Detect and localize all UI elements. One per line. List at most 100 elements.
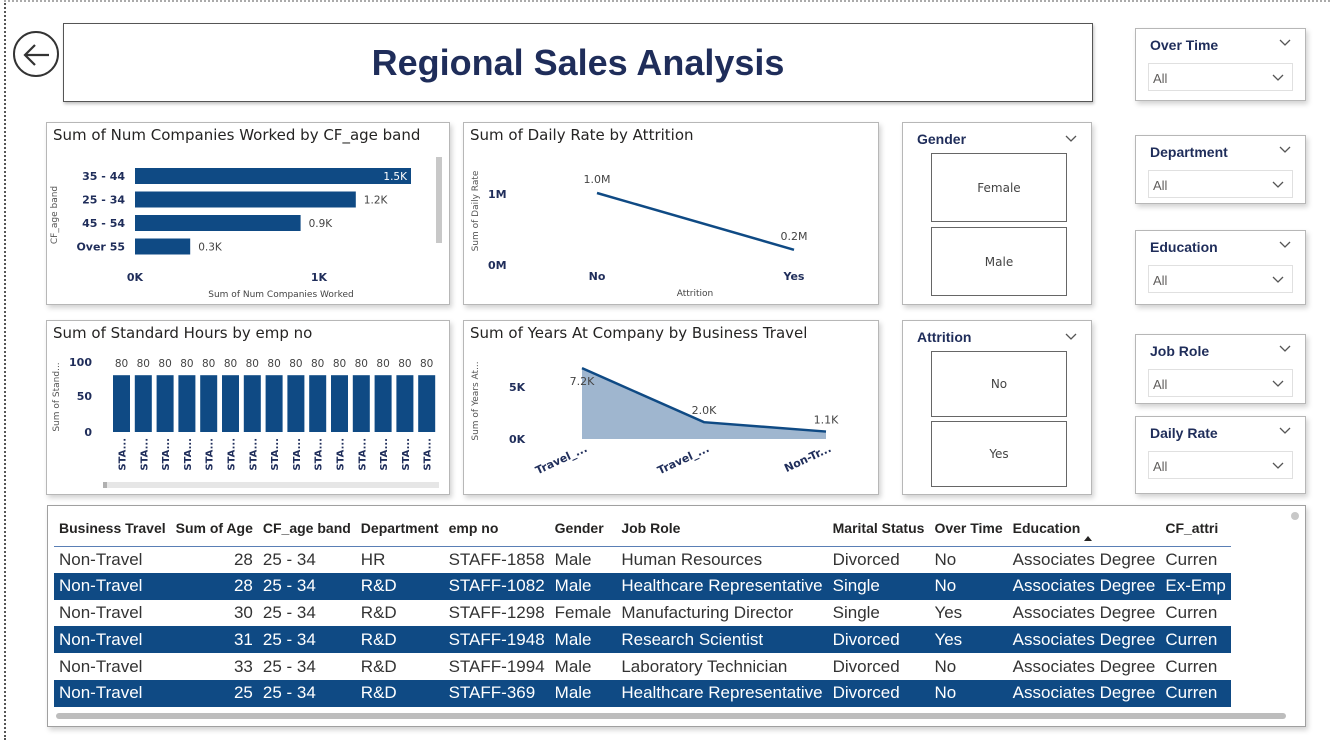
table-cell: Human Resources <box>621 549 763 569</box>
column-header[interactable]: Marital Status <box>827 510 930 547</box>
chevron-down-icon[interactable] <box>1279 427 1291 435</box>
y-axis-label: CF_age band <box>50 186 60 244</box>
data-label: 7.2K <box>570 375 595 388</box>
table-cell: Healthcare Representative <box>616 679 828 707</box>
back-button[interactable] <box>13 31 59 77</box>
column-header[interactable]: CF_attri <box>1160 510 1231 547</box>
table-cell: Research Scientist <box>616 626 828 654</box>
table-cell: R&D <box>360 656 397 676</box>
column-header[interactable]: emp no <box>443 510 550 547</box>
dropdown-value: All <box>1153 459 1168 474</box>
data-label: 80 <box>158 358 171 370</box>
series-line[interactable] <box>581 366 827 433</box>
column-bar[interactable] <box>222 375 239 432</box>
chevron-down-icon[interactable] <box>1065 333 1077 341</box>
y-tick-label: 100 <box>69 356 92 369</box>
series-line[interactable] <box>596 191 795 252</box>
chevron-down-icon[interactable] <box>1279 241 1291 249</box>
chart-num-companies[interactable]: Sum of Num Companies Worked by CF_age ba… <box>46 122 450 305</box>
column-bar[interactable] <box>396 375 414 432</box>
table-cell: Laboratory Technician <box>621 656 788 676</box>
chevron-down-icon[interactable] <box>1065 135 1077 143</box>
y-tick-label: 50 <box>77 390 93 403</box>
chart-daily-rate[interactable]: Sum of Daily Rate by Attrition Sum of Da… <box>463 122 879 305</box>
department-dropdown[interactable]: All <box>1148 170 1293 198</box>
chart-years-at-company[interactable]: Sum of Years At Company by Business Trav… <box>463 320 879 495</box>
column-bar[interactable] <box>309 375 327 432</box>
column-header[interactable]: Business Travel <box>54 510 171 547</box>
column-header[interactable]: Job Role <box>616 510 828 547</box>
sort-ascending-icon[interactable] <box>1084 536 1092 541</box>
scrollbar[interactable] <box>436 157 442 243</box>
column-header[interactable]: Sum of Age <box>170 510 258 547</box>
column-bar[interactable] <box>134 375 152 432</box>
table-row[interactable]: Non-Travel 33 25 - 34 R&D STAFF-1994 Male Labo… <box>54 653 1231 680</box>
column-bar[interactable] <box>200 375 218 432</box>
chart-standard-hours[interactable]: Sum of Standard Hours by emp no Sum of S… <box>46 320 450 495</box>
data-table-card[interactable]: Business Travel Sum of Age CF_age band Depa… <box>47 505 1306 727</box>
column-header[interactable]: Department <box>355 510 444 547</box>
chevron-down-icon[interactable] <box>1279 39 1291 47</box>
column-bar[interactable] <box>287 375 305 432</box>
table-row[interactable]: Non-Travel 25 25 - 34 R&D STAFF-369 Male Healt… <box>54 679 1231 707</box>
x-tick-label: STA... <box>336 438 347 471</box>
slicer-tile-yes[interactable]: Yes <box>931 421 1067 487</box>
column-bar[interactable] <box>352 375 370 432</box>
column-bar[interactable] <box>265 375 283 432</box>
column-bar[interactable] <box>178 375 196 432</box>
scrollbar-horizontal-thumb[interactable] <box>56 713 1286 719</box>
column-header[interactable]: CF_age band <box>257 510 356 547</box>
slicer-title: Department <box>1150 144 1228 160</box>
data-label: 80 <box>311 358 324 370</box>
bar[interactable] <box>135 238 191 255</box>
column-bar[interactable] <box>331 375 348 432</box>
slicer-job-role: Job Role All <box>1135 334 1306 404</box>
table-cell: Associates Degree <box>1012 602 1156 622</box>
table-row[interactable]: Non-Travel 28 25 - 34 R&D STAFF-1082 Male Heal… <box>54 572 1231 600</box>
x-tick-label: STA... <box>270 438 281 471</box>
slicer-tile-no[interactable]: No <box>931 351 1067 417</box>
slicer-title: Job Role <box>1150 343 1210 359</box>
line-chart-svg: Sum of Daily Rate 1M 0M Attrition No 1.0M… <box>471 170 807 299</box>
slicer-tile-male[interactable]: Male <box>931 227 1067 296</box>
area-fill[interactable] <box>582 368 826 439</box>
chevron-down-icon[interactable] <box>1279 146 1291 154</box>
table-row[interactable]: Non-Travel 31 25 - 34 R&D STAFF-1948 Male Rese… <box>54 626 1231 654</box>
data-label: 80 <box>202 358 215 370</box>
y-tick-label: 5K <box>509 381 526 394</box>
column-bar[interactable] <box>418 375 436 432</box>
table-cell: Curren <box>1160 679 1231 707</box>
chevron-down-icon[interactable] <box>1279 345 1291 353</box>
table-cell: Curren <box>1165 549 1218 569</box>
column-bar[interactable] <box>374 375 392 432</box>
column-header[interactable]: Gender <box>549 510 617 547</box>
education-dropdown[interactable]: All <box>1148 265 1293 293</box>
scrollbar-track[interactable] <box>103 482 439 488</box>
bar[interactable] <box>135 168 411 184</box>
data-label: 80 <box>333 358 346 370</box>
slicer-gender: Gender Female Male <box>902 122 1092 305</box>
table-row[interactable]: Non-Travel 30 25 - 34 R&D STAFF-1298 Female Ma… <box>54 600 1231 627</box>
job-role-dropdown[interactable]: All <box>1148 369 1293 397</box>
column-bar[interactable] <box>113 375 130 432</box>
chart-title: Sum of Num Companies Worked by CF_age ba… <box>53 126 421 144</box>
table-row[interactable]: Non-Travel 28 25 - 34 HR STAFF-1858 Male Human… <box>54 546 1231 573</box>
bar[interactable] <box>135 191 356 208</box>
table-cell: Male <box>549 572 617 600</box>
over-time-dropdown[interactable]: All <box>1148 63 1293 91</box>
table-cell: Non-Travel <box>54 572 171 600</box>
slicer-education: Education All <box>1135 230 1306 305</box>
dropdown-value: All <box>1153 178 1168 193</box>
column-bar[interactable] <box>156 375 174 432</box>
bar[interactable] <box>135 215 301 231</box>
column-header[interactable]: Over Time <box>929 510 1008 547</box>
column-bar[interactable] <box>243 375 261 432</box>
slicer-tile-female[interactable]: Female <box>931 153 1067 222</box>
data-table: Business Travel Sum of Age CF_age band Depa… <box>54 510 1231 707</box>
table-cell: Non-Travel <box>59 656 143 676</box>
daily-rate-dropdown[interactable]: All <box>1148 451 1293 479</box>
chart-title: Sum of Standard Hours by emp no <box>53 324 313 342</box>
y-axis-label: Sum of Daily Rate <box>471 170 481 251</box>
scrollbar-thumb[interactable] <box>103 482 107 488</box>
scrollbar-vertical-thumb[interactable] <box>1291 512 1299 520</box>
